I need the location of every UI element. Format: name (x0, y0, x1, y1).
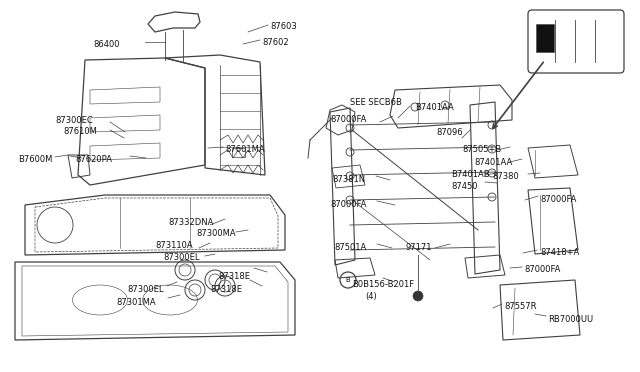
Text: 87601MA: 87601MA (225, 145, 264, 154)
Ellipse shape (413, 291, 423, 301)
Bar (536, 24, 554, 52)
Text: 87301MA: 87301MA (116, 298, 156, 307)
Text: B7401AB: B7401AB (451, 170, 490, 179)
Text: 87602: 87602 (262, 38, 289, 47)
Text: 97171: 97171 (406, 243, 433, 252)
Text: 87300EC: 87300EC (55, 116, 93, 125)
Text: 87620PA: 87620PA (75, 155, 112, 164)
Text: SEE SECB6B: SEE SECB6B (350, 98, 402, 107)
Text: 87610M: 87610M (63, 127, 97, 136)
Text: 87300MA: 87300MA (196, 229, 236, 238)
Text: 86400: 86400 (93, 40, 120, 49)
Text: (4): (4) (365, 292, 377, 301)
Text: B7401AA: B7401AA (415, 103, 454, 112)
Text: 87380: 87380 (492, 172, 519, 181)
Text: 87096: 87096 (436, 128, 463, 137)
Text: 87505+B: 87505+B (462, 145, 501, 154)
Text: 87318E: 87318E (218, 272, 250, 281)
Text: 87000FA: 87000FA (540, 195, 577, 204)
Text: 87300EL: 87300EL (163, 253, 200, 262)
Text: 87401AA: 87401AA (474, 158, 512, 167)
Text: 87603: 87603 (270, 22, 297, 31)
Text: 87381N: 87381N (332, 175, 365, 184)
Text: B0B156-B201F: B0B156-B201F (352, 280, 414, 289)
Text: 87000FA: 87000FA (524, 265, 561, 274)
Text: 87332DNA: 87332DNA (168, 218, 213, 227)
Text: 87557R: 87557R (504, 302, 536, 311)
Text: 87418+A: 87418+A (540, 248, 579, 257)
Text: RB7000UU: RB7000UU (548, 315, 593, 324)
Text: 87000FA: 87000FA (330, 115, 366, 124)
Text: 873110A: 873110A (155, 241, 193, 250)
Text: 87000FA: 87000FA (330, 200, 366, 209)
Text: 87450: 87450 (451, 182, 477, 191)
Text: B: B (346, 277, 350, 283)
Text: 87318E: 87318E (210, 285, 242, 294)
Text: 87300EL: 87300EL (127, 285, 163, 294)
Text: 87501A: 87501A (334, 243, 366, 252)
Text: B7600M: B7600M (18, 155, 52, 164)
